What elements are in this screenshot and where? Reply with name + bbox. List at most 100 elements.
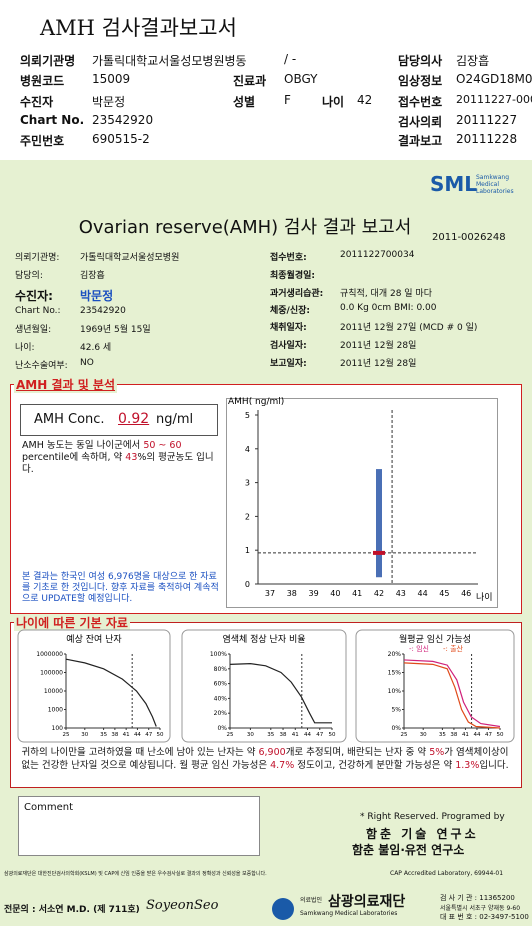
info-value: 규칙적, 대개 28 일 마다 <box>340 289 432 299</box>
text: 6,900 <box>258 747 286 758</box>
x-tick-label: 43 <box>396 589 406 598</box>
label: 병원코드 <box>20 74 65 88</box>
x-tick-label: 41 <box>462 732 469 738</box>
x-tick-label: 50 <box>497 732 504 738</box>
credit: 함춘 기술 연구소 <box>366 827 479 841</box>
x-tick-label: 50 <box>329 732 336 738</box>
y-tick-label: 10000 <box>44 688 63 695</box>
x-tick-label: 47 <box>316 732 323 738</box>
x-tick-label: 38 <box>287 589 297 598</box>
y-tick-label: 5 <box>245 411 250 420</box>
y-tick-label: 1 <box>245 546 250 555</box>
value: OBGY <box>284 72 318 86</box>
info-value: 42.6 세 <box>80 343 112 353</box>
x-tick-label: 25 <box>227 732 234 738</box>
info-value: 2011122700034 <box>340 250 415 260</box>
info-label: 의뢰기관명: <box>15 253 60 263</box>
y-tick-label: 5% <box>391 707 401 714</box>
curve <box>403 659 501 728</box>
info-value: 가톨릭대학교서울성모병원 <box>80 253 180 263</box>
value: 20111227 <box>456 113 518 127</box>
value-marker <box>373 550 385 555</box>
y-tick-label: 0% <box>217 725 227 732</box>
text: AMH 농도는 동일 나이군에서 <box>22 440 144 451</box>
comment-label: Comment <box>24 802 73 813</box>
axis-title: AMH( ng/ml) <box>228 397 284 407</box>
info-label: 보고일자: <box>270 359 307 369</box>
report-id: 2011-0026248 <box>432 232 506 243</box>
text: 개로 추정되며, 배란되는 난자 중 약 <box>285 747 430 758</box>
x-tick-label: 40 <box>330 589 340 598</box>
y-tick-label: 0% <box>391 725 401 732</box>
y-tick-label: 3 <box>245 479 250 488</box>
contact: 서울특별시 서초구 양재동 9-60 <box>440 905 521 912</box>
range-bar <box>376 469 382 578</box>
info-label: 체중/신장: <box>270 306 311 316</box>
section-title: 나이에 따른 기본 자료 <box>14 614 130 631</box>
curve <box>403 662 501 729</box>
y-tick-label: 2 <box>245 512 250 521</box>
text: 1.3% <box>455 760 480 771</box>
text: 가 염색체이상이 없는 건강한 난자일 것으로 예상됩니다. 월 평균 임신 가… <box>21 747 509 771</box>
y-tick-label: 20% <box>214 710 228 717</box>
value: O24GD18M0 <box>456 72 532 86</box>
value: 20111228 <box>456 132 518 146</box>
summary: 귀하의 나이만을 고려하였을 때 난소에 남아 있는 난자는 약 6,900개로… <box>18 746 512 772</box>
x-tick-label: 39 <box>309 589 319 598</box>
panel-title: 월평균 임신 가능성 <box>399 633 471 645</box>
y-tick-label: 60% <box>214 681 228 688</box>
info-value: 0.0 Kg 0cm BMI: 0.00 <box>340 303 437 313</box>
y-tick-label: 40% <box>214 695 228 702</box>
x-tick-label: 38 <box>450 732 457 738</box>
comment-box <box>18 796 260 856</box>
value: 20111227-0003 <box>456 93 532 106</box>
y-tick-label: 100 <box>52 725 64 732</box>
signer: 전문의 : 서소연 M.D. (제 711호) <box>4 905 140 915</box>
label: 담당의사 <box>398 54 443 68</box>
conc-value: 0.92 <box>118 411 150 427</box>
label: 검사의뢰 <box>398 115 443 129</box>
logo: SML <box>430 172 478 196</box>
label: 진료과 <box>233 74 267 88</box>
axis-title: 나이 <box>476 592 493 603</box>
value: 15009 <box>92 72 131 86</box>
x-tick-label: 47 <box>485 732 492 738</box>
info-value: 2011년 12월 28일 <box>340 341 417 351</box>
info-value: 박문정 <box>80 289 114 303</box>
x-tick-label: 44 <box>134 732 141 738</box>
x-tick-label: 37 <box>265 589 275 598</box>
info-value: 2011년 12월 27일 (MCD # 0 일) <box>340 323 478 333</box>
x-tick-label: 44 <box>473 732 480 738</box>
label: 임상정보 <box>398 74 443 88</box>
label: 나이 <box>322 95 345 109</box>
value: 42 <box>357 93 373 107</box>
label: 의뢰기관명 <box>20 54 76 68</box>
panel <box>17 629 171 743</box>
panel <box>181 629 347 743</box>
value: 23542920 <box>92 113 154 127</box>
contact: 대 표 번 호 : 02-3497-5100 <box>440 913 529 921</box>
value: 가톨릭대학교서울성모병원병동 <box>92 54 247 68</box>
y-tick-label: 80% <box>214 666 228 673</box>
text: 5% <box>429 747 445 758</box>
logo-sub: Samkwang Medical Laboratories <box>476 174 514 195</box>
value: 김장흡 <box>456 54 490 68</box>
credit: 함춘 불임·유전 연구소 <box>352 843 465 857</box>
info-label: 최종월경일: <box>270 271 315 281</box>
x-tick-label: 41 <box>292 732 299 738</box>
chart-frame <box>226 398 498 608</box>
conc-unit: ng/ml <box>156 412 194 427</box>
org-small: 의료법인 <box>300 897 323 904</box>
y-tick-label: 1000000 <box>36 651 63 658</box>
info-label: 난소수술여부: <box>15 361 68 371</box>
x-tick-label: 30 <box>420 732 427 738</box>
conc-label: AMH Conc. <box>34 412 105 427</box>
y-tick-label: 100000 <box>40 670 63 677</box>
x-tick-label: 41 <box>352 589 362 598</box>
label: 성별 <box>233 95 256 109</box>
conc-box <box>20 404 218 436</box>
info-label: 접수번호: <box>270 253 307 263</box>
y-tick-label: 100% <box>210 651 227 658</box>
x-tick-label: 50 <box>157 732 164 738</box>
